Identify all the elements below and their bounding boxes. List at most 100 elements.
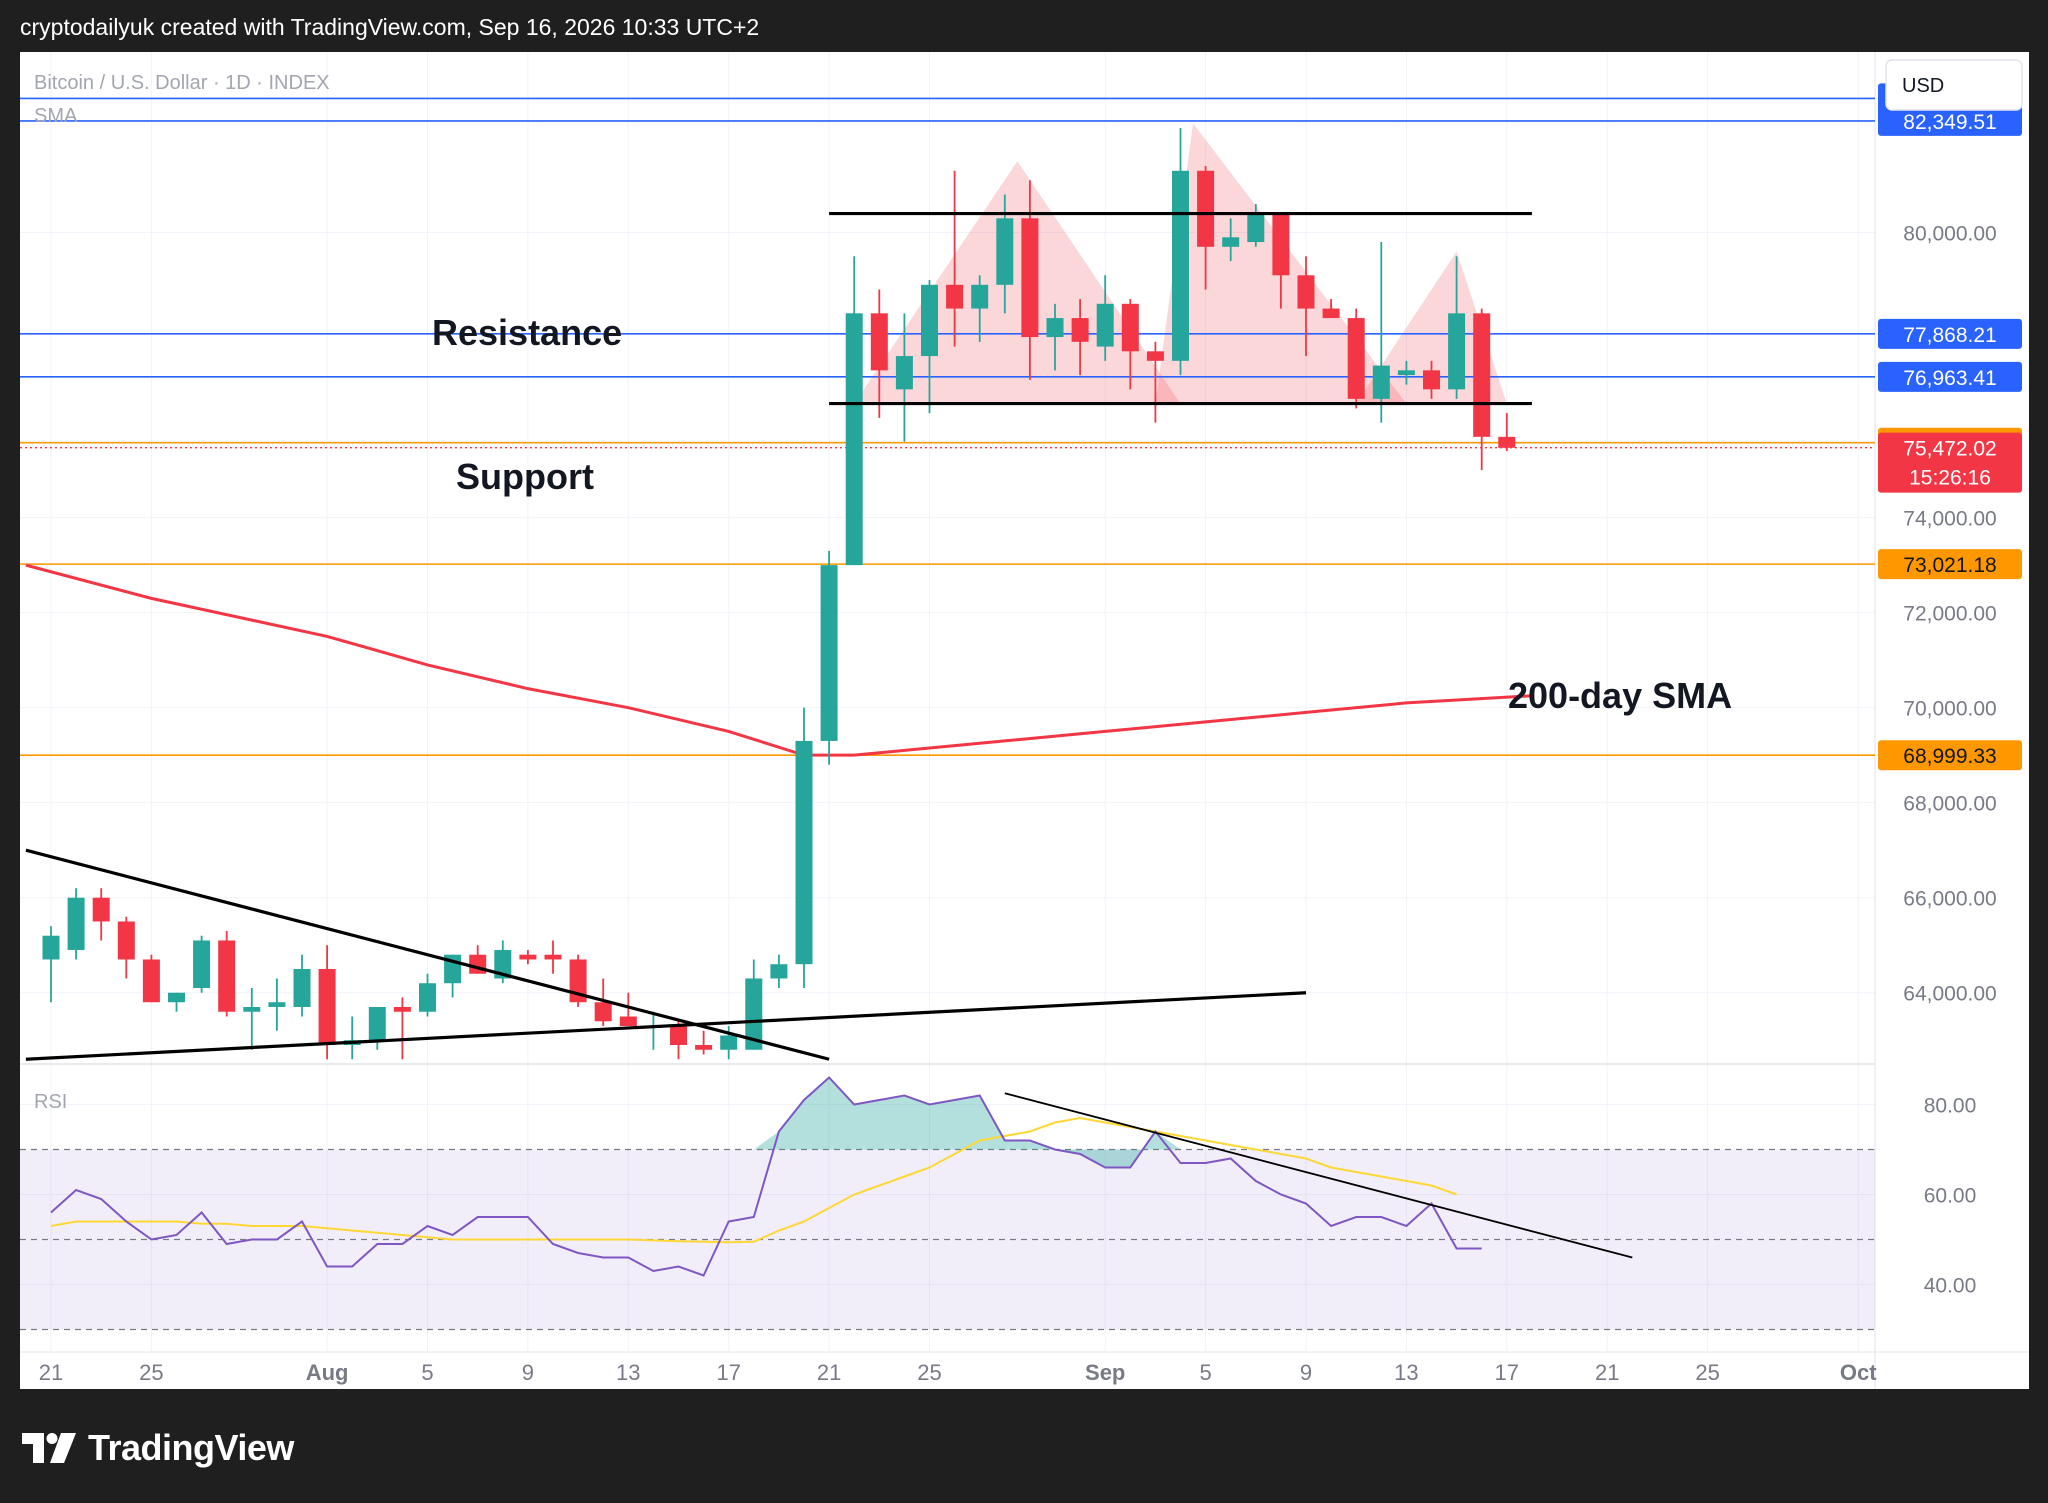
candle[interactable] [619, 992, 637, 1026]
candle[interactable] [117, 916, 135, 979]
attribution-text: cryptodailyuk created with TradingView.c… [20, 14, 760, 40]
chart-area[interactable]: 82,823.4482,349.5177,868.2176,963.4175,5… [20, 52, 2029, 1389]
candle[interactable] [1172, 128, 1189, 376]
candle[interactable] [569, 954, 587, 1007]
candle-body [142, 959, 160, 1003]
candle-body [419, 983, 436, 1012]
candle-body [1272, 213, 1290, 276]
candle[interactable] [695, 1030, 713, 1055]
candle[interactable] [343, 1016, 361, 1060]
level-label: 82,349.51 [1903, 111, 1996, 134]
candles[interactable] [42, 128, 1516, 1060]
level-label-box [1878, 361, 2022, 392]
candle[interactable] [1372, 242, 1390, 423]
candle[interactable] [971, 275, 989, 342]
price-tick-label: 80,000.00 [1903, 223, 1996, 246]
candle[interactable] [92, 888, 110, 941]
candle[interactable] [1222, 218, 1240, 262]
rsi-line [50, 1076, 1482, 1277]
candle[interactable] [670, 1021, 687, 1060]
candle-body [895, 356, 913, 390]
chart-canvas[interactable]: 82,823.4482,349.5177,868.2176,963.4175,5… [20, 52, 2029, 1389]
candle-body [946, 284, 964, 309]
candle[interactable] [644, 1011, 662, 1050]
candle[interactable] [142, 954, 160, 1003]
candle[interactable] [1096, 275, 1114, 361]
time-tick-label: 21 [39, 1360, 63, 1385]
candle[interactable] [419, 973, 436, 1017]
time-tick-label: 13 [616, 1360, 640, 1385]
candle-body [494, 949, 512, 979]
candle[interactable] [268, 978, 286, 1031]
time-tick-label: Oct [1840, 1360, 1877, 1385]
candle-body [845, 313, 863, 566]
candle[interactable] [67, 888, 85, 960]
candle-body [1071, 318, 1089, 342]
candle[interactable] [820, 550, 838, 765]
rsi-lines [50, 1076, 1633, 1277]
candle[interactable] [494, 940, 512, 984]
candle[interactable] [745, 959, 763, 1050]
candle[interactable] [168, 992, 185, 1012]
candle-body [268, 1002, 286, 1007]
time-tick-label: 21 [1595, 1360, 1619, 1385]
candle-body [770, 964, 788, 979]
candle[interactable] [1397, 360, 1415, 385]
candle[interactable] [1197, 166, 1215, 290]
time-tick-label: 25 [917, 1360, 941, 1385]
peak-shape [1356, 251, 1507, 404]
candle[interactable] [293, 954, 311, 1017]
candle[interactable] [770, 954, 788, 988]
candle-body [393, 1006, 411, 1012]
candle-body [67, 897, 85, 950]
candle[interactable] [1423, 360, 1440, 399]
time-tick-label: 5 [1199, 1360, 1211, 1385]
time-tick-label: 25 [139, 1360, 163, 1385]
candle-body [92, 897, 110, 922]
price-axis[interactable]: 82,823.4482,349.5177,868.2176,963.4175,5… [1878, 83, 2022, 1298]
candle[interactable] [1146, 341, 1164, 423]
candle-body [1172, 170, 1189, 361]
time-tick-label: 9 [522, 1360, 534, 1385]
candle[interactable] [393, 997, 411, 1060]
candle[interactable] [1322, 299, 1340, 319]
candle-body [168, 992, 185, 1003]
candle[interactable] [1046, 303, 1064, 371]
sma-200-label: 200-day SMA [1508, 675, 1732, 716]
candle[interactable] [1448, 256, 1466, 399]
candle[interactable] [243, 987, 261, 1050]
candle-body [1146, 351, 1164, 361]
tradingview-logo[interactable]: TradingView [22, 1427, 294, 1469]
candle[interactable] [1297, 256, 1315, 357]
candle[interactable] [594, 978, 612, 1026]
candle[interactable] [519, 949, 537, 965]
trendline [25, 991, 1307, 1061]
candle[interactable] [218, 930, 236, 1017]
candle[interactable] [1473, 308, 1491, 471]
candle[interactable] [544, 940, 562, 974]
candle[interactable] [870, 289, 888, 418]
candle-body [293, 968, 311, 1007]
last-price-box [1878, 432, 2022, 493]
candle[interactable] [921, 280, 938, 414]
time-axis[interactable]: 21 25 Aug 5 9 13 17 21 25 Sep 5 9 13 17 21 25 Oct [39, 1360, 1877, 1385]
candle[interactable] [193, 935, 211, 993]
price-tick-label: 70,000.00 [1903, 698, 1996, 721]
currency-button[interactable]: USD [1885, 59, 2023, 111]
candle[interactable] [1071, 299, 1089, 376]
candle[interactable] [795, 707, 813, 988]
candle[interactable] [1247, 204, 1265, 247]
rsi-tick-label: 80.00 [1924, 1095, 1977, 1118]
candle-body [1372, 365, 1390, 399]
candle[interactable] [1272, 213, 1290, 309]
candle-body [243, 1006, 261, 1012]
candle[interactable] [845, 256, 863, 566]
candle[interactable] [42, 926, 60, 1003]
candle[interactable] [946, 170, 964, 347]
candle[interactable] [1347, 308, 1365, 409]
candle[interactable] [1121, 299, 1139, 390]
candle[interactable] [368, 1006, 386, 1050]
candle[interactable] [318, 945, 336, 1060]
candle[interactable] [1498, 413, 1516, 452]
candle[interactable] [895, 313, 913, 442]
